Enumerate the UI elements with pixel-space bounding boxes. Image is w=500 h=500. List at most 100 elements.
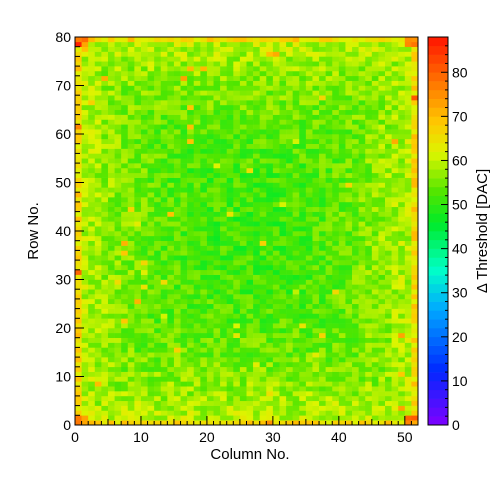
heatmap-cell	[180, 221, 188, 227]
heatmap-cell	[279, 158, 287, 164]
heatmap-cell	[299, 201, 307, 208]
heatmap-cell	[319, 294, 326, 300]
heatmap-cell	[279, 163, 287, 169]
heatmap-cell	[173, 405, 181, 411]
heatmap-cell	[81, 410, 89, 416]
heatmap-cell	[107, 95, 115, 101]
heatmap-cell	[345, 269, 353, 275]
heatmap-cell	[286, 163, 293, 169]
heatmap-cell	[140, 279, 148, 285]
heatmap-cell	[385, 226, 392, 232]
heatmap-cell	[180, 328, 188, 334]
heatmap-cell	[88, 226, 96, 232]
heatmap-cell	[200, 114, 208, 120]
heatmap-cell	[160, 235, 168, 241]
heatmap-cell	[338, 357, 346, 363]
heatmap-cell	[345, 148, 353, 154]
heatmap-cell	[378, 274, 386, 280]
heatmap-cell	[147, 163, 155, 169]
heatmap-cell	[312, 80, 320, 86]
heatmap-cell	[332, 284, 340, 290]
heatmap-cell	[239, 172, 247, 178]
heatmap-cell	[213, 269, 221, 275]
heatmap-cell	[147, 255, 155, 261]
heatmap-cell	[286, 95, 293, 101]
heatmap-cell	[312, 303, 320, 309]
heatmap-cell	[114, 245, 122, 251]
heatmap-cell	[200, 109, 208, 115]
heatmap-cell	[180, 420, 188, 426]
heatmap-cell	[75, 361, 82, 368]
heatmap-cell	[385, 46, 392, 52]
heatmap-cell	[246, 153, 254, 159]
heatmap-cell	[180, 264, 188, 271]
heatmap-cell	[160, 328, 168, 334]
heatmap-cell	[391, 347, 399, 353]
heatmap-cell	[272, 114, 280, 120]
heatmap-cell	[213, 352, 221, 358]
heatmap-cell	[239, 124, 247, 130]
heatmap-cell	[319, 235, 326, 241]
heatmap-cell	[391, 80, 399, 86]
heatmap-cell	[325, 85, 333, 91]
heatmap-cell	[154, 153, 162, 159]
heatmap-cell	[114, 357, 122, 363]
heatmap-cell	[206, 80, 214, 86]
heatmap-cell	[180, 303, 188, 309]
heatmap-cell	[385, 279, 392, 285]
heatmap-cell	[127, 323, 135, 329]
heatmap-cell	[259, 371, 267, 377]
heatmap-cell	[88, 279, 96, 285]
heatmap-cell	[292, 337, 300, 343]
heatmap-cell	[365, 342, 373, 348]
heatmap-cell	[266, 298, 274, 305]
heatmap-cell	[233, 245, 241, 251]
heatmap-cell	[385, 298, 392, 305]
heatmap-cell	[365, 51, 373, 57]
heatmap-cell	[345, 376, 353, 382]
heatmap-cell	[154, 405, 162, 411]
heatmap-cell	[272, 366, 280, 372]
heatmap-cell	[404, 391, 412, 397]
heatmap-cell	[187, 381, 195, 387]
heatmap-cell	[226, 80, 234, 86]
heatmap-cell	[160, 250, 168, 256]
heatmap-cells	[75, 37, 419, 426]
heatmap-cell	[127, 366, 135, 372]
heatmap-cell	[279, 260, 287, 266]
heatmap-cell	[385, 61, 392, 67]
heatmap-cell	[352, 328, 359, 334]
heatmap-cell	[404, 420, 412, 426]
heatmap-cell	[134, 46, 142, 52]
heatmap-cell	[154, 138, 162, 144]
heatmap-cell	[266, 51, 274, 57]
heatmap-cell	[332, 410, 340, 416]
heatmap-cell	[220, 231, 228, 237]
heatmap-cell	[358, 177, 366, 183]
heatmap-cell	[134, 211, 142, 217]
heatmap-cell	[345, 298, 353, 305]
heatmap-cell	[404, 235, 412, 241]
heatmap-cell	[404, 56, 412, 62]
heatmap-cell	[358, 420, 366, 426]
heatmap-cell	[220, 167, 228, 174]
heatmap-cell	[213, 240, 221, 246]
heatmap-cell	[378, 134, 386, 140]
heatmap-cell	[160, 264, 168, 271]
heatmap-cell	[127, 395, 135, 402]
heatmap-cell	[140, 90, 148, 96]
heatmap-cell	[398, 143, 406, 149]
heatmap-cell	[94, 138, 102, 144]
heatmap-cell	[398, 308, 406, 314]
heatmap-cell	[101, 235, 109, 241]
heatmap-cell	[200, 37, 208, 43]
heatmap-cell	[365, 158, 373, 164]
heatmap-cell	[305, 342, 313, 348]
heatmap-cell	[332, 376, 340, 382]
heatmap-cell	[213, 129, 221, 135]
heatmap-cell	[246, 342, 254, 348]
heatmap-cell	[200, 104, 208, 111]
heatmap-cell	[259, 51, 267, 57]
heatmap-cell	[127, 216, 135, 222]
heatmap-cell	[325, 391, 333, 397]
